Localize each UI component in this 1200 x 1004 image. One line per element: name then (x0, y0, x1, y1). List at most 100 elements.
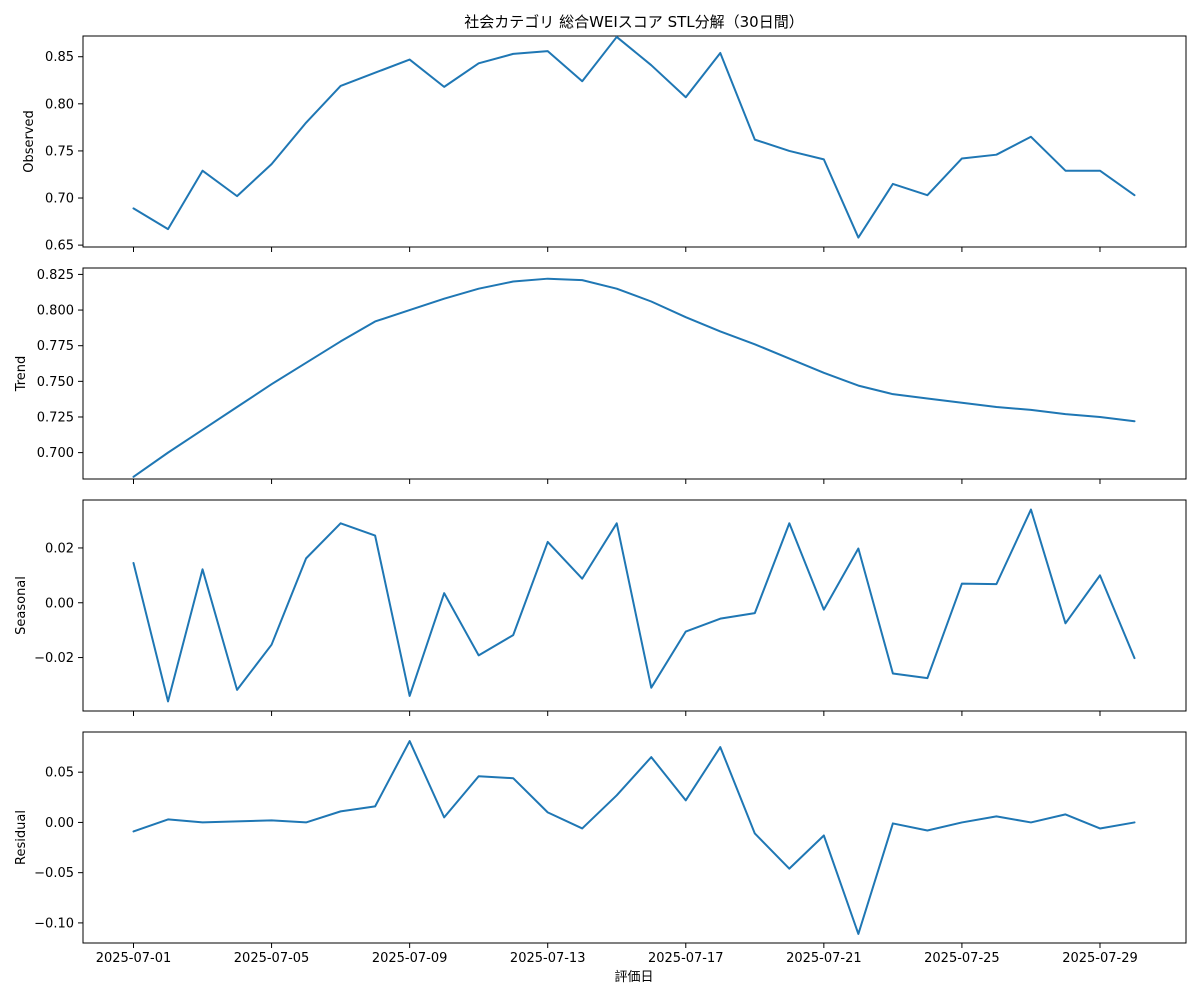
data-point (1064, 622, 1066, 624)
data-point (788, 358, 790, 360)
data-point (892, 822, 894, 824)
x-tick-label: 2025-07-21 (786, 951, 862, 966)
data-point (443, 592, 445, 594)
data-point (133, 562, 135, 564)
x-tick-label: 2025-07-17 (648, 951, 724, 966)
panel-observed: 0.65 0.70 0.75 0.80 0.85 Observed (22, 35, 1187, 254)
data-point (547, 278, 549, 280)
data-point (788, 150, 790, 152)
data-point (926, 194, 928, 196)
panels-group: 0.650.700.750.800.85Observed0.7000.7250.… (14, 35, 1187, 966)
y-tick-label: 0.00 (45, 596, 74, 611)
data-point (616, 36, 618, 38)
data-point (409, 695, 411, 697)
data-point (892, 672, 894, 674)
data-point (271, 383, 273, 385)
data-point (202, 821, 204, 823)
data-point (271, 163, 273, 165)
data-point (305, 122, 307, 124)
data-point (1064, 813, 1066, 815)
data-point (995, 406, 997, 408)
data-point (167, 818, 169, 820)
data-point (512, 634, 514, 636)
data-point (1030, 409, 1032, 411)
y-axis-label-residual: Residual (14, 810, 29, 865)
series-line-trend (132, 277, 1136, 478)
data-point (685, 799, 687, 801)
data-point (961, 583, 963, 585)
data-point (788, 522, 790, 524)
data-point (133, 830, 135, 832)
data-point (685, 316, 687, 318)
data-point (616, 522, 618, 524)
y-tick-label: 0.825 (37, 268, 74, 283)
y-tick-label: 0.65 (45, 239, 74, 254)
y-tick-label: 0.800 (37, 304, 74, 319)
x-tick-label: 2025-07-25 (924, 951, 1000, 966)
y-axis-label-observed: Observed (22, 110, 37, 173)
data-point (133, 476, 135, 478)
data-point (1099, 416, 1101, 418)
x-tick-label: 2025-07-13 (510, 951, 586, 966)
data-point (167, 228, 169, 230)
data-point (512, 777, 514, 779)
data-point (547, 50, 549, 52)
data-point (340, 85, 342, 87)
data-point (685, 631, 687, 633)
data-point (409, 740, 411, 742)
series-line-residual (132, 740, 1136, 935)
data-point (754, 343, 756, 345)
data-point (892, 183, 894, 185)
panel-seasonal: −0.02 0.00 0.02 Seasonal (14, 499, 1187, 716)
data-point (374, 320, 376, 322)
y-tick-label: 0.70 (45, 192, 74, 207)
panel-residual: −0.10 −0.05 0.00 0.05 2025-07-01 2025-07-05 20… (14, 731, 1187, 966)
data-point (650, 687, 652, 689)
data-point (1099, 574, 1101, 576)
panel-frame (82, 731, 1187, 944)
data-point (167, 452, 169, 454)
series-line-observed (132, 35, 1136, 239)
data-point (857, 385, 859, 387)
y-tick-label: −0.02 (34, 651, 74, 666)
data-point (202, 429, 204, 431)
data-point (857, 548, 859, 550)
x-tick-label: 2025-07-29 (1062, 951, 1138, 966)
data-point (1064, 170, 1066, 172)
data-point (512, 53, 514, 55)
data-point (650, 756, 652, 758)
data-point (961, 821, 963, 823)
data-point (340, 810, 342, 812)
data-point (443, 86, 445, 88)
data-point (305, 821, 307, 823)
data-point (1030, 136, 1032, 138)
data-point (374, 72, 376, 74)
y-tick-label: 0.05 (45, 766, 74, 781)
figure-title: 社会カテゴリ 総合WEIスコア STL分解（30日間） (464, 13, 803, 31)
data-point (1099, 827, 1101, 829)
data-point (823, 372, 825, 374)
y-tick-label: 0.00 (45, 816, 74, 831)
data-point (271, 644, 273, 646)
data-point (1134, 657, 1136, 659)
data-point (719, 52, 721, 54)
data-point (616, 794, 618, 796)
y-tick-label: 0.775 (37, 339, 74, 354)
data-point (926, 829, 928, 831)
data-point (305, 557, 307, 559)
data-point (236, 820, 238, 822)
data-point (995, 815, 997, 817)
data-point (374, 535, 376, 537)
data-point (1134, 194, 1136, 196)
data-point (374, 805, 376, 807)
data-point (754, 832, 756, 834)
data-point (478, 654, 480, 656)
data-point (823, 609, 825, 611)
data-point (1064, 413, 1066, 415)
data-point (823, 158, 825, 160)
data-point (236, 195, 238, 197)
panel-frame (82, 35, 1187, 248)
data-point (1134, 821, 1136, 823)
data-point (581, 279, 583, 281)
